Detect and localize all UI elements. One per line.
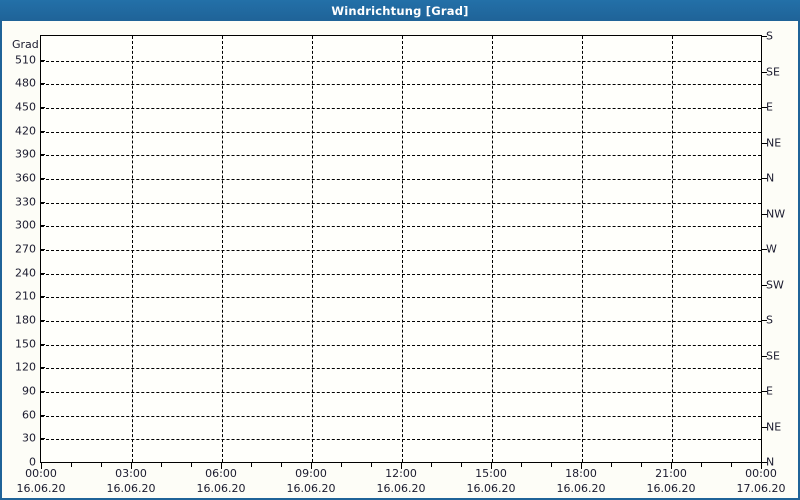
x-axis-date-label: 16.06.20	[16, 482, 66, 495]
y-axis-tick-label: 390	[15, 147, 36, 161]
y-axis-compass-label: NE	[766, 136, 782, 149]
y-axis-unit-label: Grad	[12, 38, 39, 51]
y-axis-tick-label: 240	[15, 266, 36, 280]
gridline-vertical	[132, 36, 133, 462]
gridline-horizontal	[41, 131, 761, 133]
window-title: Windrichtung [Grad]	[331, 3, 469, 18]
x-axis-time-label: 18:00	[565, 467, 597, 480]
gridline-horizontal	[41, 392, 761, 393]
y-axis-tick-label: 210	[15, 289, 36, 303]
gridline-vertical	[312, 36, 313, 462]
y-axis-tick-label: 510	[15, 53, 36, 67]
gridline-horizontal	[41, 439, 761, 441]
y-axis-tick-label: 150	[15, 337, 36, 351]
y-axis-tick-label: 360	[15, 171, 36, 185]
data-series-layer	[41, 36, 761, 462]
gridline-vertical	[492, 36, 493, 462]
gridline-horizontal	[41, 415, 761, 417]
x-axis-time-label: 15:00	[475, 467, 507, 480]
gridline-horizontal	[41, 368, 761, 370]
gridline-horizontal	[41, 179, 761, 180]
x-axis-tick-label: 18:00 16.06.20	[557, 466, 606, 496]
x-axis-tick-label: 00:00 16.06.20	[17, 466, 66, 496]
y-axis-tick-label: 90	[22, 384, 36, 398]
y-axis-tick-label: 30	[22, 431, 36, 445]
y-axis-compass-label: S	[766, 313, 773, 327]
plot-area	[40, 35, 762, 463]
x-axis-tick-label: 15:00 16.06.20	[467, 466, 516, 496]
y-axis-compass-label: N	[766, 455, 775, 469]
x-axis-time-label: 00:00	[745, 467, 777, 480]
gridline-vertical	[222, 36, 223, 462]
y-axis-tick-label: 60	[22, 408, 36, 422]
x-axis-date-label: 16.06.20	[286, 482, 336, 495]
x-axis-time-label: 09:00	[295, 467, 327, 480]
y-axis-right: S SE E NE N NW W SW S SE E NE N	[764, 30, 800, 469]
y-axis-tick-label: 480	[15, 76, 36, 90]
x-axis-date-label: 16.06.20	[106, 482, 156, 495]
y-axis-left: 510 480 450 420 390 360 330 300 270 240 210 180 150 1…	[2, 35, 36, 468]
x-axis-date-label: 16.06.20	[556, 482, 606, 495]
x-axis-tick-label: 12:00 16.06.20	[377, 466, 426, 496]
x-axis-date-label: 16.06.20	[646, 482, 696, 495]
x-axis-tick-label: 06:00 16.06.20	[197, 466, 246, 496]
y-axis-compass-label: S	[766, 29, 773, 43]
y-axis-tick-label: 120	[15, 360, 36, 374]
x-axis-time-label: 00:00	[25, 467, 57, 480]
gridline-vertical	[582, 36, 583, 462]
x-axis-time-label: 21:00	[655, 467, 687, 480]
gridline-horizontal	[41, 155, 761, 157]
x-axis-tick-label: 00:00 17.06.20	[737, 466, 786, 496]
y-axis-compass-label: N	[766, 171, 775, 185]
window-title-bar: Windrichtung [Grad]	[0, 0, 800, 21]
y-axis-compass-label: SE	[766, 349, 780, 362]
y-axis-compass-label: SW	[766, 278, 784, 291]
x-axis-time-label: 03:00	[115, 467, 147, 480]
y-axis-tick-label: 270	[15, 242, 36, 256]
gridline-horizontal	[41, 297, 761, 299]
gridline-horizontal	[41, 84, 761, 86]
y-axis-tick-label: 300	[15, 218, 36, 232]
y-axis-tick-label: 450	[15, 100, 36, 114]
x-axis-tick-label: 03:00 16.06.20	[107, 466, 156, 496]
x-axis-date-label: 17.06.20	[736, 482, 786, 495]
y-axis-compass-label: E	[766, 100, 773, 114]
x-axis-time-label: 06:00	[205, 467, 237, 480]
gridline-horizontal	[41, 273, 761, 275]
x-axis-date-label: 16.06.20	[466, 482, 516, 495]
y-axis-compass-label: E	[766, 384, 773, 398]
gridline-horizontal	[41, 321, 761, 322]
x-axis-time-label: 12:00	[385, 467, 417, 480]
x-axis-date-label: 16.06.20	[376, 482, 426, 495]
x-axis-tick-label: 21:00 16.06.20	[647, 466, 696, 496]
gridline-vertical	[402, 36, 403, 462]
y-axis-tick-label: 0	[29, 455, 36, 469]
y-axis-tick-label: 330	[15, 195, 36, 209]
y-axis-compass-label: NW	[766, 207, 786, 220]
x-axis-labels: 00:00 16.06.20 03:00 16.06.20 06:00 16.06.20 0…	[2, 466, 800, 500]
x-axis-tick-label: 09:00 16.06.20	[287, 466, 336, 496]
gridline-vertical	[672, 36, 673, 462]
y-axis-compass-label: SE	[766, 65, 780, 78]
gridline-horizontal	[41, 108, 761, 109]
x-axis-date-label: 16.06.20	[196, 482, 246, 495]
y-axis-tick-label: 180	[15, 313, 36, 327]
gridline-horizontal	[41, 202, 761, 204]
gridline-horizontal	[41, 344, 761, 346]
y-axis-compass-label: W	[766, 242, 777, 256]
y-axis-compass-label: NE	[766, 420, 782, 433]
y-axis-tick-label: 420	[15, 124, 36, 138]
gridline-horizontal	[41, 226, 761, 228]
gridline-horizontal	[41, 60, 761, 62]
gridline-horizontal	[41, 250, 761, 251]
